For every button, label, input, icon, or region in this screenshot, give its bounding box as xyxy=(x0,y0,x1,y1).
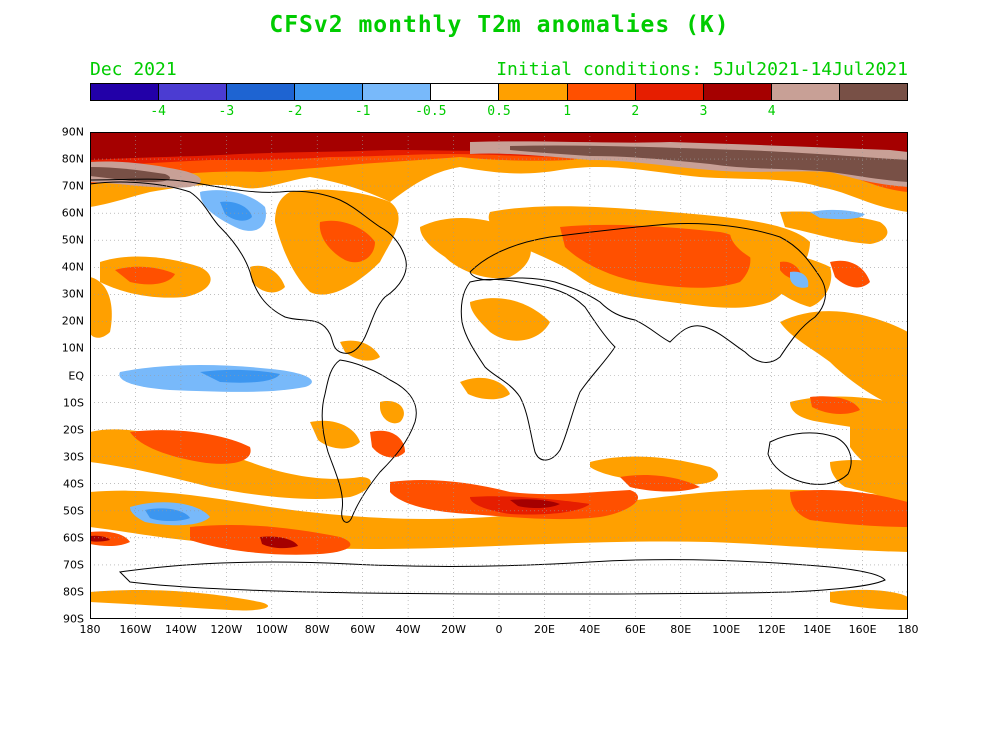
longitude-label: 80W xyxy=(304,623,330,636)
latitude-label: 20S xyxy=(63,423,84,437)
colorbar-label: 4 xyxy=(767,104,776,119)
map-title: CFSv2 monthly T2m anomalies (K) xyxy=(269,12,730,38)
continent-outlines xyxy=(90,178,886,595)
longitude-label: 140E xyxy=(803,623,832,636)
colorbar xyxy=(90,83,908,101)
map-gridlines xyxy=(90,132,908,619)
colorbar-segment xyxy=(499,84,568,100)
latitude-label: 30S xyxy=(63,450,84,464)
longitude-label: 100E xyxy=(712,623,741,636)
longitude-label: 100W xyxy=(255,623,288,636)
colorbar-label: -3 xyxy=(218,104,235,119)
longitude-label: 140W xyxy=(164,623,197,636)
longitude-label: 40W xyxy=(395,623,421,636)
longitude-label: 20W xyxy=(441,623,466,636)
latitude-label: 70N xyxy=(61,179,84,193)
longitude-label: 60W xyxy=(350,623,376,636)
colorbar-label: -4 xyxy=(150,104,166,119)
month-label: Dec 2021 xyxy=(90,59,177,80)
latitude-label: 50N xyxy=(61,233,84,247)
latitude-label: 80S xyxy=(63,585,84,599)
latitude-label: 30N xyxy=(61,287,84,301)
map-frame xyxy=(90,132,908,619)
initial-conditions-label: Initial conditions: 5Jul2021-14Jul2021 xyxy=(496,59,908,80)
latitude-label: 60S xyxy=(63,531,84,545)
latitude-label: 10S xyxy=(63,396,84,410)
longitude-label: 60E xyxy=(624,623,646,636)
latitude-label: EQ xyxy=(68,369,84,382)
latitude-label: 80N xyxy=(61,152,84,166)
latitude-label: 10N xyxy=(61,341,84,355)
colorbar-label: 0.5 xyxy=(487,104,511,119)
colorbar-label: 3 xyxy=(699,104,708,119)
colorbar-segment xyxy=(635,84,704,100)
longitude-label: 120E xyxy=(757,623,786,636)
colorbar-label: -0.5 xyxy=(415,104,447,119)
longitude-label: 160E xyxy=(848,623,877,636)
longitude-label: 20E xyxy=(533,623,555,636)
colorbar-segment xyxy=(431,84,500,100)
colorbar-segment xyxy=(363,84,432,100)
colorbar-segment xyxy=(567,84,636,100)
latitude-label: 70S xyxy=(63,558,84,572)
colorbar-segment xyxy=(771,84,840,100)
colorbar-segment xyxy=(839,84,907,100)
colorbar-label: -2 xyxy=(286,104,303,119)
latitude-label: 40N xyxy=(61,260,84,274)
colorbar-label: 1 xyxy=(563,104,572,119)
colorbar-label: -1 xyxy=(354,104,371,119)
longitude-label: 180 xyxy=(897,623,919,636)
latitude-label: 20N xyxy=(61,314,84,328)
latitude-label: 90S xyxy=(63,612,84,626)
anomaly-map xyxy=(90,132,908,619)
longitude-label: 160W xyxy=(119,623,152,636)
latitude-label: 40S xyxy=(63,477,84,491)
longitude-label: 180 xyxy=(79,623,101,636)
colorbar-label: 2 xyxy=(631,104,640,119)
colorbar-segment xyxy=(227,84,296,100)
longitude-label: 120W xyxy=(210,623,243,636)
latitude-label: 60N xyxy=(61,206,84,220)
colorbar-segment xyxy=(91,84,160,100)
colorbar-segment xyxy=(159,84,228,100)
longitude-label: 80E xyxy=(670,623,692,636)
longitude-label: 40E xyxy=(579,623,601,636)
latitude-label: 50S xyxy=(63,504,84,518)
northern-anomaly-fills xyxy=(90,189,908,499)
colorbar-segment xyxy=(703,84,772,100)
colorbar-segment xyxy=(295,84,364,100)
latitude-label: 90N xyxy=(61,125,84,139)
longitude-label: 0 xyxy=(495,623,503,636)
